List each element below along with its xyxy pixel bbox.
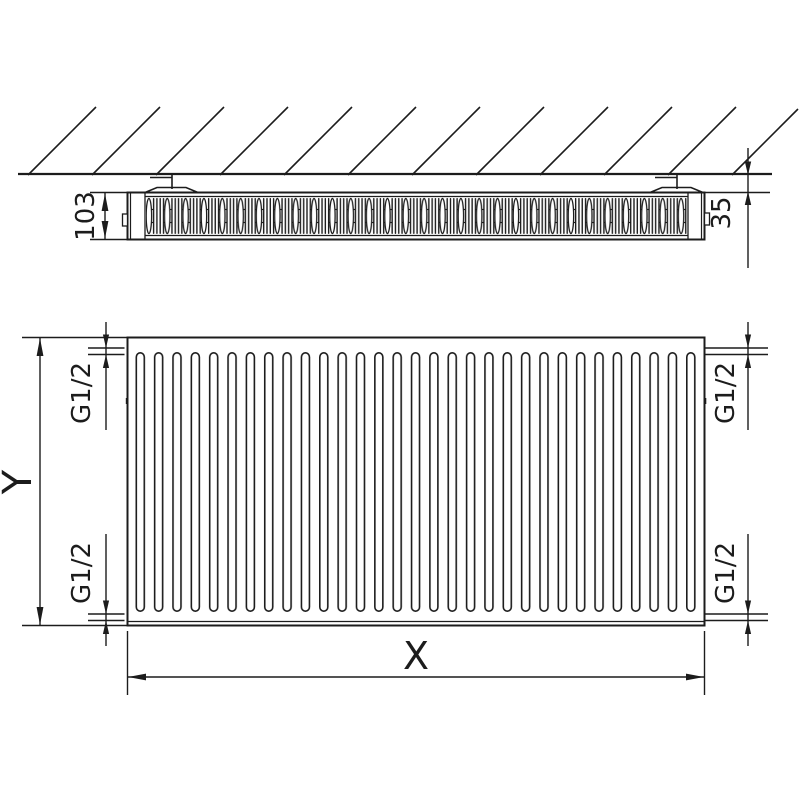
dimension-connection-bottom-right xyxy=(705,534,768,646)
wall-hatching xyxy=(27,106,799,176)
dimension-label-depth: 103 xyxy=(71,191,101,241)
dimension-label-connection-bottom-right: G1/2 xyxy=(711,542,741,604)
dimension-label-length: X xyxy=(402,634,430,678)
radiator-top-view xyxy=(121,191,711,241)
dimension-label-height: Y xyxy=(0,470,41,494)
mounting-bracket-right xyxy=(649,174,704,194)
dimension-connection-bottom-left xyxy=(88,534,125,646)
left-edge-tab xyxy=(125,398,128,404)
left-side-stub xyxy=(121,213,129,227)
radiator-front-view xyxy=(125,336,707,627)
convector-fins xyxy=(146,197,688,235)
dimension-height xyxy=(22,336,127,627)
dimension-label-connection-bottom-left: G1/2 xyxy=(67,542,97,604)
dimension-wall-distance xyxy=(705,148,770,268)
mounting-bracket-left xyxy=(144,174,199,194)
dimension-label-wall-distance: 35 xyxy=(707,196,737,230)
front-grooves xyxy=(135,352,697,612)
dimension-connection-top-left xyxy=(88,322,125,430)
right-edge-tab xyxy=(704,398,707,404)
dimension-label-connection-top-left: G1/2 xyxy=(67,362,97,424)
dimension-depth xyxy=(90,191,127,241)
right-side-stub xyxy=(703,212,711,226)
dimension-label-connection-top-right: G1/2 xyxy=(711,362,741,424)
dimension-connection-top-right xyxy=(705,322,768,430)
dimension-length xyxy=(126,631,706,695)
